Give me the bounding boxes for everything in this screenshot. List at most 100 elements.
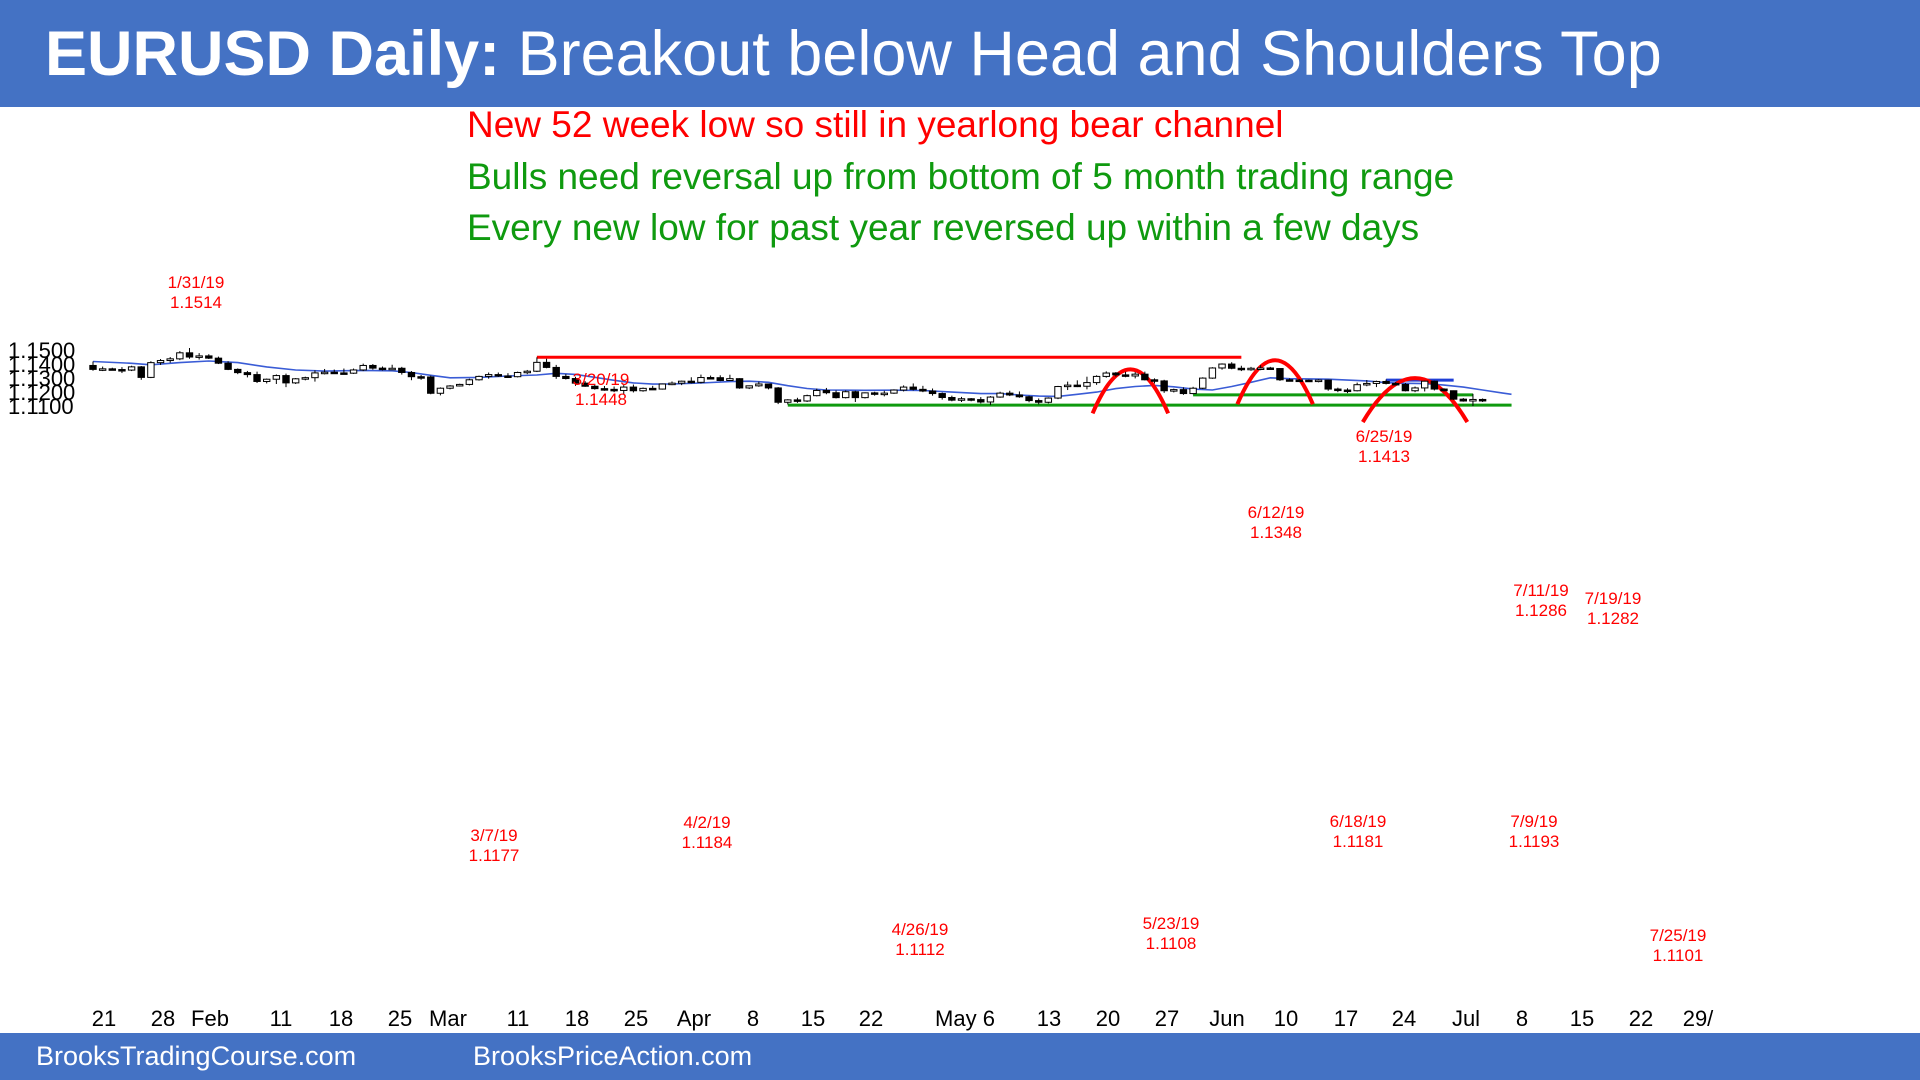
candle-body-bear — [1285, 379, 1294, 382]
candlestick — [118, 367, 126, 374]
candlestick — [1141, 371, 1149, 381]
footer-link-trading-course[interactable]: BrooksTradingCourse.com — [36, 1041, 357, 1071]
candle-body-bear — [378, 367, 387, 371]
x-tick-label: 8 — [747, 1006, 759, 1031]
candle-body-bull — [484, 374, 493, 377]
commentary-line-3: Every new low for past year reversed up … — [467, 207, 1420, 248]
candlestick — [706, 375, 715, 380]
y-tick-label: 1.1300 — [8, 366, 75, 391]
candlestick — [513, 371, 522, 378]
candlestick — [1430, 380, 1439, 391]
annotation-date: 3/7/19 — [470, 826, 517, 845]
footer-link-price-action[interactable]: BrooksPriceAction.com — [473, 1041, 753, 1071]
candle-body-bull — [957, 398, 966, 401]
candle-body-bear — [1237, 367, 1246, 371]
candlestick — [1150, 378, 1159, 384]
candle-body-bull — [320, 371, 329, 375]
candlestick — [330, 369, 338, 375]
x-tick-label: 22 — [859, 1006, 883, 1031]
candle-body-bear — [1440, 388, 1448, 392]
candle-body-bear — [706, 377, 715, 380]
annotation-date: 4/2/19 — [683, 813, 730, 832]
candlestick — [1353, 382, 1361, 392]
candlestick — [697, 374, 705, 384]
candlestick — [1256, 365, 1265, 371]
candlestick — [1440, 388, 1448, 392]
candlestick — [1102, 371, 1110, 378]
candle-body-bear — [552, 366, 560, 377]
candle-body-bear — [629, 386, 638, 392]
candle-body-bull — [986, 396, 995, 403]
annotation-date: 1/31/19 — [168, 273, 225, 292]
candlestick — [320, 368, 329, 375]
candle-body-bear — [1035, 400, 1043, 403]
candle-body-bear — [1478, 398, 1487, 402]
candle-body-bear — [851, 391, 860, 399]
candlestick — [1112, 372, 1120, 377]
candlestick — [938, 392, 946, 400]
candlestick — [571, 376, 580, 386]
candle-body-bear — [108, 368, 116, 371]
candle-body-bear — [89, 364, 97, 370]
commentary-line-2: Bulls need reversal up from bottom of 5 … — [467, 156, 1455, 197]
candlestick — [475, 375, 483, 381]
candlestick — [340, 368, 348, 375]
candlestick — [967, 398, 975, 402]
candlestick — [243, 370, 252, 378]
candle-body-bull — [784, 399, 792, 403]
candle-body-bear — [1305, 379, 1313, 383]
candlestick — [1006, 390, 1014, 397]
candle-body-bull — [1353, 384, 1361, 392]
candle-body-bull — [456, 383, 464, 387]
candle-body-bull — [745, 385, 753, 389]
candlestick — [726, 374, 734, 381]
candlestick — [456, 383, 464, 387]
candle-body-bull — [620, 386, 628, 391]
candlestick — [108, 367, 116, 371]
candle-body-bear — [1430, 380, 1439, 390]
candlestick — [977, 397, 985, 404]
candlestick — [899, 385, 908, 392]
candlestick — [1063, 381, 1072, 391]
candle-body-bull — [513, 371, 522, 378]
candle-body-bear — [591, 385, 599, 390]
candle-body-bear — [562, 375, 570, 380]
candlestick — [388, 364, 396, 371]
candle-body-bull — [1131, 373, 1139, 377]
candlestick — [591, 384, 599, 390]
candlestick — [282, 373, 290, 388]
x-tick-label: Apr — [677, 1006, 711, 1031]
candle-body-bull — [436, 387, 445, 394]
annotation-price: 1.1108 — [1146, 934, 1197, 953]
annotation-date: 6/12/19 — [1248, 503, 1305, 522]
candlestick — [957, 396, 966, 402]
shoulder-arc — [1090, 367, 1170, 415]
candle-body-bull — [1170, 389, 1178, 392]
candlestick — [205, 354, 213, 359]
candlestick — [735, 378, 744, 389]
annotation-price: 1.1348 — [1250, 523, 1302, 542]
candlestick — [166, 357, 174, 363]
candle-body-bull — [1189, 387, 1197, 395]
candlestick — [1054, 385, 1062, 400]
x-tick-label: 21 — [92, 1006, 116, 1031]
candle-body-bull — [890, 389, 898, 394]
candlestick — [417, 375, 425, 380]
candlestick — [311, 370, 319, 382]
candle-body-bear — [909, 386, 917, 390]
candle-body-bear — [504, 375, 512, 378]
candlestick — [562, 374, 570, 380]
candle-body-bear — [224, 362, 232, 370]
candle-body-bull — [166, 358, 174, 362]
candlestick — [649, 385, 657, 391]
annotation-price: 1.1112 — [895, 940, 944, 959]
candle-body-bear — [822, 389, 831, 394]
candle-body-bear — [870, 392, 879, 395]
candlestick — [842, 390, 850, 399]
annotation-price: 1.1101 — [1653, 946, 1704, 965]
candlestick — [1372, 380, 1381, 388]
annotation-price: 1.1177 — [469, 846, 520, 865]
candle-body-bull — [861, 392, 869, 399]
candle-body-bull — [1054, 386, 1062, 399]
candlestick — [1160, 379, 1168, 393]
